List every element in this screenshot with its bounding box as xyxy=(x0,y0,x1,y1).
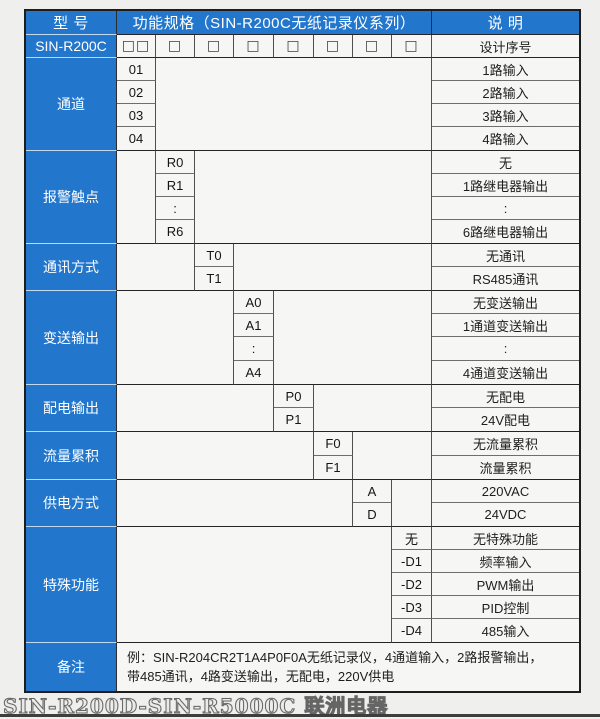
code-cell: T1 xyxy=(195,267,234,291)
filler-cell xyxy=(195,151,432,244)
section-power-supply-label: 供电方式 xyxy=(26,480,117,527)
filler-cell xyxy=(117,291,234,385)
desc-cell: 1通道变送输出 xyxy=(432,314,579,337)
header-spec-col: 功能规格（SIN-R200C无纸记录仪系列） xyxy=(117,11,432,35)
desc-cell: 485输入 xyxy=(432,619,579,643)
filler-cell xyxy=(117,385,274,432)
desc-cell: 流量累积 xyxy=(432,456,579,480)
order-box-cell: □ xyxy=(195,35,234,58)
design-number-desc: 设计序号 xyxy=(432,35,579,58)
order-box-cell: □ xyxy=(314,35,353,58)
desc-cell: PID控制 xyxy=(432,596,579,619)
desc-cell: 2路输入 xyxy=(432,81,579,104)
desc-cell: PWM输出 xyxy=(432,573,579,596)
code-cell: : xyxy=(234,337,274,361)
desc-cell: 4路输入 xyxy=(432,127,579,151)
code-cell: -D1 xyxy=(392,550,432,573)
desc-cell: 无变送输出 xyxy=(432,291,579,314)
desc-cell: 3路输入 xyxy=(432,104,579,127)
remark-line-1: 例：SIN-R204CR2T1A4P0F0A无纸记录仪，4通道输入，2路报警输出… xyxy=(127,650,543,665)
code-cell: : xyxy=(156,197,195,220)
header-model-col: 型 号 xyxy=(26,11,117,35)
desc-cell: 4通道变送输出 xyxy=(432,361,579,385)
desc-cell: 220VAC xyxy=(432,480,579,503)
code-cell: R1 xyxy=(156,174,195,197)
desc-cell: RS485通讯 xyxy=(432,267,579,291)
filler-cell xyxy=(234,244,432,291)
remark-text: 例：SIN-R204CR2T1A4P0F0A无纸记录仪，4通道输入，2路报警输出… xyxy=(117,643,579,691)
section-communication-label: 通讯方式 xyxy=(26,244,117,291)
filler-cell xyxy=(314,385,432,432)
filler-cell xyxy=(117,151,156,244)
code-cell: F1 xyxy=(314,456,353,480)
desc-cell: 1路继电器输出 xyxy=(432,174,579,197)
section-alarm-contact-label: 报警触点 xyxy=(26,151,117,244)
order-box-cell: □ xyxy=(274,35,314,58)
code-cell: R0 xyxy=(156,151,195,174)
desc-cell: 6路继电器输出 xyxy=(432,220,579,244)
model-name: SIN-R200C xyxy=(26,35,117,58)
remark-label: 备注 xyxy=(26,643,117,691)
order-box-cell: □ xyxy=(353,35,392,58)
code-cell: 03 xyxy=(117,104,156,127)
remark-line-2: 带485通讯，4路变送输出，无配电，220V供电 xyxy=(127,669,395,684)
code-cell: 无 xyxy=(392,527,432,550)
desc-cell: 无流量累积 xyxy=(432,432,579,456)
desc-cell: 24VDC xyxy=(432,503,579,527)
code-cell: 04 xyxy=(117,127,156,151)
code-cell: 02 xyxy=(117,81,156,104)
code-cell: -D3 xyxy=(392,596,432,619)
code-cell: A1 xyxy=(234,314,274,337)
desc-cell: 无配电 xyxy=(432,385,579,408)
code-cell: A4 xyxy=(234,361,274,385)
bottom-edge-strip xyxy=(0,714,600,717)
order-box-cell: □ xyxy=(392,35,432,58)
code-cell: D xyxy=(353,503,392,527)
desc-cell: 无 xyxy=(432,151,579,174)
section-flow-totalizer-label: 流量累积 xyxy=(26,432,117,480)
code-cell: F0 xyxy=(314,432,353,456)
desc-cell: 频率输入 xyxy=(432,550,579,573)
filler-cell xyxy=(353,432,432,480)
code-cell: T0 xyxy=(195,244,234,267)
section-transmit-output-label: 变送输出 xyxy=(26,291,117,385)
code-cell: P0 xyxy=(274,385,314,408)
order-box-cell: □ xyxy=(234,35,274,58)
code-cell: 01 xyxy=(117,58,156,81)
code-cell: R6 xyxy=(156,220,195,244)
section-power-distribution-label: 配电输出 xyxy=(26,385,117,432)
order-box-cell: □□ xyxy=(117,35,156,58)
filler-cell xyxy=(274,291,432,385)
code-cell: P1 xyxy=(274,408,314,432)
filler-cell xyxy=(117,244,195,291)
desc-cell: 24V配电 xyxy=(432,408,579,432)
desc-cell: 1路输入 xyxy=(432,58,579,81)
code-cell: A xyxy=(353,480,392,503)
desc-cell: : xyxy=(432,197,579,220)
code-cell: A0 xyxy=(234,291,274,314)
filler-cell xyxy=(156,58,432,151)
filler-cell xyxy=(117,432,314,480)
filler-cell xyxy=(392,480,432,527)
filler-cell xyxy=(117,527,392,643)
header-desc-col: 说 明 xyxy=(432,11,579,35)
filler-cell xyxy=(117,480,353,527)
desc-cell: : xyxy=(432,337,579,361)
section-channel-label: 通道 xyxy=(26,58,117,151)
desc-cell: 无特殊功能 xyxy=(432,527,579,550)
spec-table: 型 号 功能规格（SIN-R200C无纸记录仪系列） 说 明 SIN-R200C… xyxy=(24,9,581,693)
section-special-function-label: 特殊功能 xyxy=(26,527,117,643)
desc-cell: 无通讯 xyxy=(432,244,579,267)
code-cell: -D2 xyxy=(392,573,432,596)
code-cell: -D4 xyxy=(392,619,432,643)
order-box-cell: □ xyxy=(156,35,195,58)
